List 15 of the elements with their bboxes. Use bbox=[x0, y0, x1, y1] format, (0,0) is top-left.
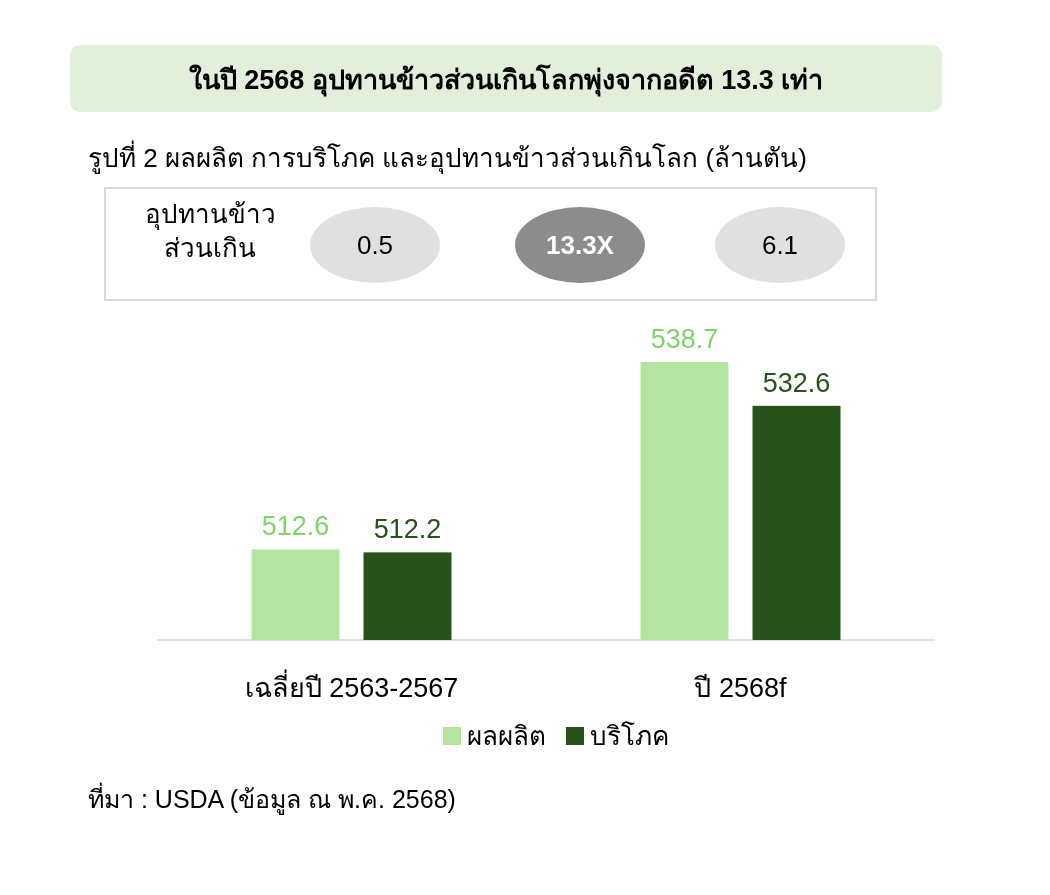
text: ที่มา : USDA (ข้อมูล ณ พ.ค. 2568) bbox=[88, 782, 456, 815]
text: 0.5 bbox=[356, 230, 394, 260]
data-label: 532.6 bbox=[762, 367, 831, 398]
x-tick-label: เฉลี่ยปี 2563-2567 bbox=[244, 669, 459, 703]
data-label: 538.7 bbox=[650, 324, 719, 354]
text: รูปที่ 2 ผลผลิต การบริโภค และอุปทานข้าวส่วนเกินโลก (ล้านตัน) bbox=[88, 140, 807, 174]
legend-label: ผลผลิต bbox=[467, 721, 546, 751]
text: 13.3X bbox=[546, 230, 615, 260]
text: ในปี 2568 อุปทานข้าวส่วนเกินโลกพุ่งจากอดีต 13.3 เท่า bbox=[188, 63, 824, 97]
legend-label: บริโภค bbox=[590, 721, 669, 751]
text: 6.1 bbox=[761, 230, 799, 260]
data-label: 512.2 bbox=[373, 514, 442, 545]
x-tick-label: ปี 2568f bbox=[694, 673, 788, 703]
data-label: 512.6 bbox=[261, 511, 330, 542]
text: อุปทานข้าว ส่วนเกิน bbox=[144, 199, 276, 263]
